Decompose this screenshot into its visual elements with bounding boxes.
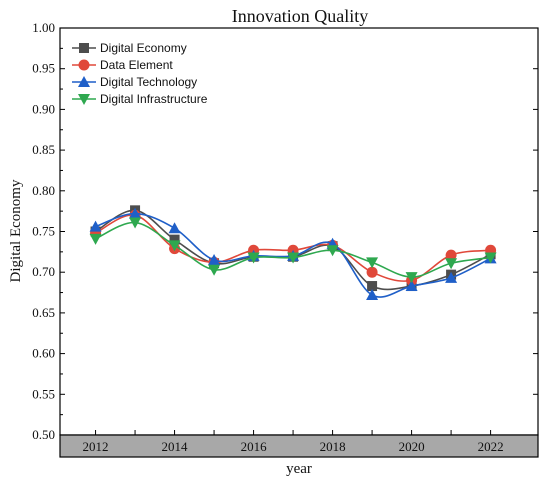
data-point	[405, 280, 418, 292]
y-tick-label: 0.80	[32, 183, 55, 198]
data-point	[484, 252, 497, 264]
plot-frame	[59, 27, 539, 436]
chart-title: Innovation Quality	[232, 6, 368, 26]
x-tick-label: 2012	[83, 439, 109, 454]
series-digital-infrastructure	[89, 217, 497, 284]
x-tick-label: 2014	[162, 439, 189, 454]
y-tick-label: 0.50	[32, 427, 55, 442]
data-point	[366, 288, 379, 300]
y-tick-label: 0.75	[32, 224, 55, 239]
x-tick-label: 2016	[241, 439, 268, 454]
legend: Digital Economy Data Element Digital Techn…	[72, 41, 208, 106]
series-layer	[89, 205, 497, 300]
y-tick-label: 0.70	[32, 264, 55, 279]
legend-label: Data Element	[100, 58, 173, 72]
legend-label: Digital Economy	[100, 41, 187, 55]
data-point	[366, 257, 379, 269]
y-axis: 0.50 0.55 0.60 0.65 0.70 0.75 0.80 0.85 0.90 0.95…	[32, 20, 538, 442]
data-point	[367, 281, 378, 292]
legend-label: Digital Infrastructure	[100, 92, 208, 106]
data-point	[445, 249, 457, 261]
data-point	[208, 264, 221, 276]
legend-marker	[78, 59, 90, 71]
x-axis-title: year	[286, 461, 312, 477]
y-tick-label: 0.95	[32, 61, 55, 76]
y-axis-title: Digital Economy	[8, 179, 24, 282]
x-axis-band	[59, 434, 539, 458]
series-data-element	[90, 209, 497, 286]
data-point	[247, 252, 260, 264]
data-point	[129, 207, 142, 219]
legend-marker	[78, 76, 90, 87]
y-tick-label: 0.85	[32, 142, 55, 157]
y-tick-label: 0.55	[32, 386, 55, 401]
x-tick-label: 2022	[478, 439, 504, 454]
data-point	[168, 240, 181, 252]
x-tick-label: 2020	[399, 439, 425, 454]
legend-label: Digital Technology	[100, 75, 197, 89]
data-point	[168, 222, 181, 234]
y-tick-label: 0.90	[32, 101, 55, 116]
data-point	[208, 253, 221, 265]
y-tick-label: 1.00	[32, 20, 55, 35]
data-point	[169, 234, 180, 245]
legend-marker	[78, 94, 90, 105]
legend-marker	[79, 43, 89, 53]
y-tick-label: 0.60	[32, 346, 55, 361]
x-axis: 2012 2014 2016 2018 2020 2022	[83, 430, 504, 454]
data-point	[89, 220, 102, 232]
data-point	[445, 271, 458, 283]
data-point	[445, 258, 458, 270]
y-tick-label: 0.65	[32, 305, 55, 320]
data-point	[89, 233, 102, 245]
data-point	[129, 217, 142, 229]
data-point	[326, 245, 339, 257]
data-point	[405, 272, 418, 284]
data-point	[287, 252, 300, 264]
x-tick-label: 2018	[320, 439, 346, 454]
data-point	[366, 266, 378, 278]
